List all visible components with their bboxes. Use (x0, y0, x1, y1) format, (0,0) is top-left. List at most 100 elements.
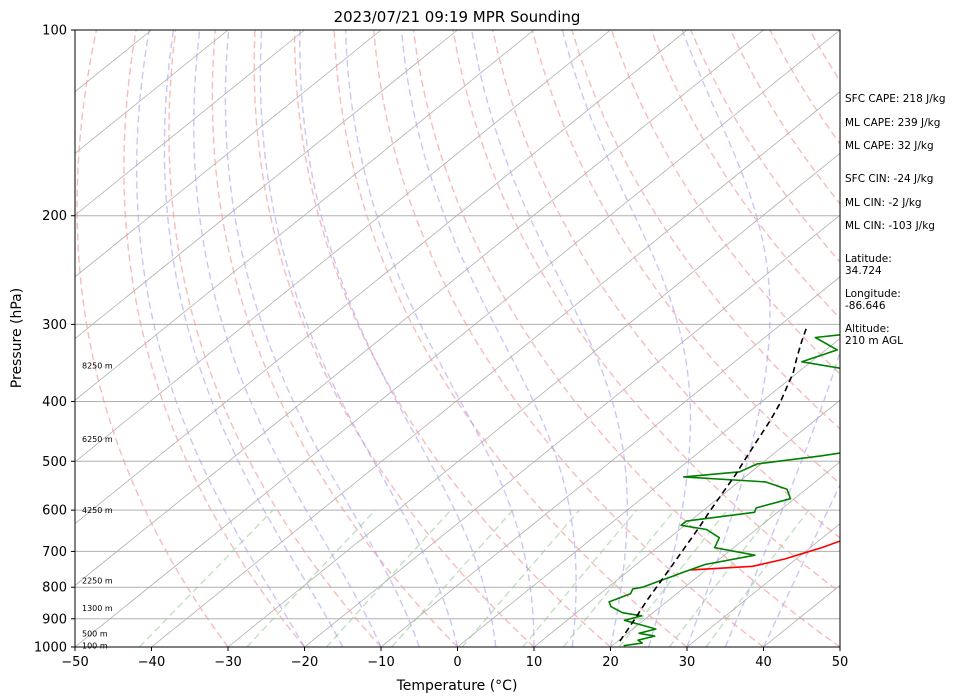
mixing-ratio-line (618, 509, 728, 647)
isotherm-line (151, 91, 840, 647)
annotation-ml-cin-2: ML CIN: -103 J/kg (845, 220, 935, 232)
moist-adiabat-line (681, 30, 771, 647)
isotherm-line (610, 461, 840, 647)
dewpoint-profile (608, 334, 840, 647)
isotherm-line (75, 30, 305, 216)
annotation-panel: SFC CAPE: 218 J/kg ML CAPE: 239 J/kg ML … (845, 93, 946, 347)
x-tick-label: −50 (61, 655, 88, 670)
annotation-altitude-label: Altitude: (845, 323, 890, 335)
isotherm-line (75, 30, 535, 401)
x-tick-label: 30 (679, 655, 696, 670)
mixing-ratio-line (562, 509, 676, 647)
height-label: 8250 m (82, 362, 113, 371)
dry-adiabat-line (373, 30, 764, 647)
height-label: 500 m (82, 629, 108, 638)
x-axis-label: Temperature (°C) (396, 678, 518, 694)
chart-title: 2023/07/21 09:19 MPR Sounding (334, 8, 581, 26)
moist-adiabat-line (163, 30, 344, 647)
annotation-longitude-value: -86.646 (845, 300, 886, 312)
moist-adiabat-line (344, 30, 535, 647)
isotherm-line (75, 30, 688, 525)
background-lines (75, 30, 840, 647)
mixing-ratio-line (391, 509, 514, 647)
annotation-latitude-value: 34.724 (845, 265, 882, 277)
x-tick-label: 10 (526, 655, 543, 670)
x-tick-label: −40 (138, 655, 165, 670)
y-tick-label: 1000 (34, 641, 67, 656)
dry-adiabat-line (412, 30, 840, 647)
isotherm-line (75, 30, 229, 154)
y-tick-label: 300 (42, 318, 67, 333)
isotherm-line (533, 399, 840, 647)
dry-adiabat-line (168, 30, 382, 647)
isotherm-line (75, 30, 382, 278)
mixing-ratio-line (461, 509, 580, 647)
dry-adiabat-line (333, 30, 688, 647)
moist-adiabat-line (224, 30, 420, 647)
x-tick-label: 0 (453, 655, 461, 670)
dry-adiabat-line (123, 30, 306, 647)
mixing-ratio-line (668, 509, 775, 647)
dry-adiabat-line (531, 30, 840, 485)
annotation-altitude-value: 210 m AGL (845, 335, 903, 347)
moist-adiabat-line (561, 30, 692, 647)
annotation-sfc-cin: SFC CIN: -24 J/kg (845, 173, 933, 185)
height-label: 4250 m (82, 506, 113, 515)
dry-adiabat-line (253, 30, 535, 647)
isotherm-line (380, 276, 840, 647)
isotherm-line (75, 30, 611, 463)
moist-adiabat-line (762, 483, 840, 647)
y-tick-label: 700 (42, 545, 67, 560)
dry-adiabat-line (452, 30, 840, 594)
moist-adiabat-line (259, 30, 459, 647)
isotherm-line (75, 30, 764, 586)
moist-adiabat-line (136, 30, 306, 647)
y-tick-label: 500 (42, 455, 67, 470)
dry-adiabat-line (571, 30, 840, 430)
height-label: 1300 m (82, 604, 113, 613)
annotation-sfc-cape: SFC CAPE: 218 J/kg (845, 93, 946, 105)
y-tick-label: 600 (42, 504, 67, 519)
moist-adiabat-line (193, 30, 382, 647)
axes: 8250 m 6250 m 4250 m 2250 m 1300 m 500 m 100 m… (34, 24, 848, 671)
moist-adiabat-line (299, 30, 497, 647)
mixing-ratio-line (246, 509, 376, 647)
mixing-ratio-line (522, 509, 638, 647)
moist-adiabat-line (724, 30, 840, 647)
y-tick-label: 400 (42, 395, 67, 410)
x-tick-label: −10 (367, 655, 394, 670)
height-label: 6250 m (82, 435, 113, 444)
height-label: 2250 m (82, 576, 113, 585)
y-tick-label: 800 (42, 581, 67, 596)
isotherm-line (75, 30, 458, 340)
isotherm-line (75, 30, 840, 647)
dry-adiabat-line (610, 30, 840, 375)
annotation-ml-cin: ML CIN: -2 J/kg (845, 197, 922, 209)
dry-adiabat-line (211, 30, 458, 647)
y-tick-label: 200 (42, 209, 67, 224)
x-tick-label: −30 (214, 655, 241, 670)
mixing-ratio-line (325, 509, 452, 647)
x-tick-label: 50 (832, 655, 849, 670)
mixing-ratio-line (705, 509, 810, 647)
dry-adiabat-line (293, 30, 611, 647)
moist-adiabat-line (471, 30, 628, 647)
y-axis-label: Pressure (hPa) (9, 288, 25, 388)
annotation-ml-cape: ML CAPE: 239 J/kg (845, 117, 940, 129)
y-tick-label: 100 (42, 24, 67, 39)
x-tick-label: 40 (755, 655, 772, 670)
annotation-ml-cape-2: ML CAPE: 32 J/kg (845, 140, 934, 152)
isotherm-line (227, 152, 840, 647)
x-tick-label: −20 (291, 655, 318, 670)
x-tick-label: 20 (602, 655, 619, 670)
mixing-ratio-line (138, 509, 274, 647)
temperature-profile (690, 540, 840, 571)
height-label: 100 m (82, 642, 108, 651)
annotation-longitude-label: Longitude: (845, 288, 901, 300)
isotherm-line (304, 214, 840, 647)
y-tick-label: 900 (42, 612, 67, 627)
annotation-latitude-label: Latitude: (845, 253, 892, 265)
sounding-profiles (608, 328, 840, 647)
